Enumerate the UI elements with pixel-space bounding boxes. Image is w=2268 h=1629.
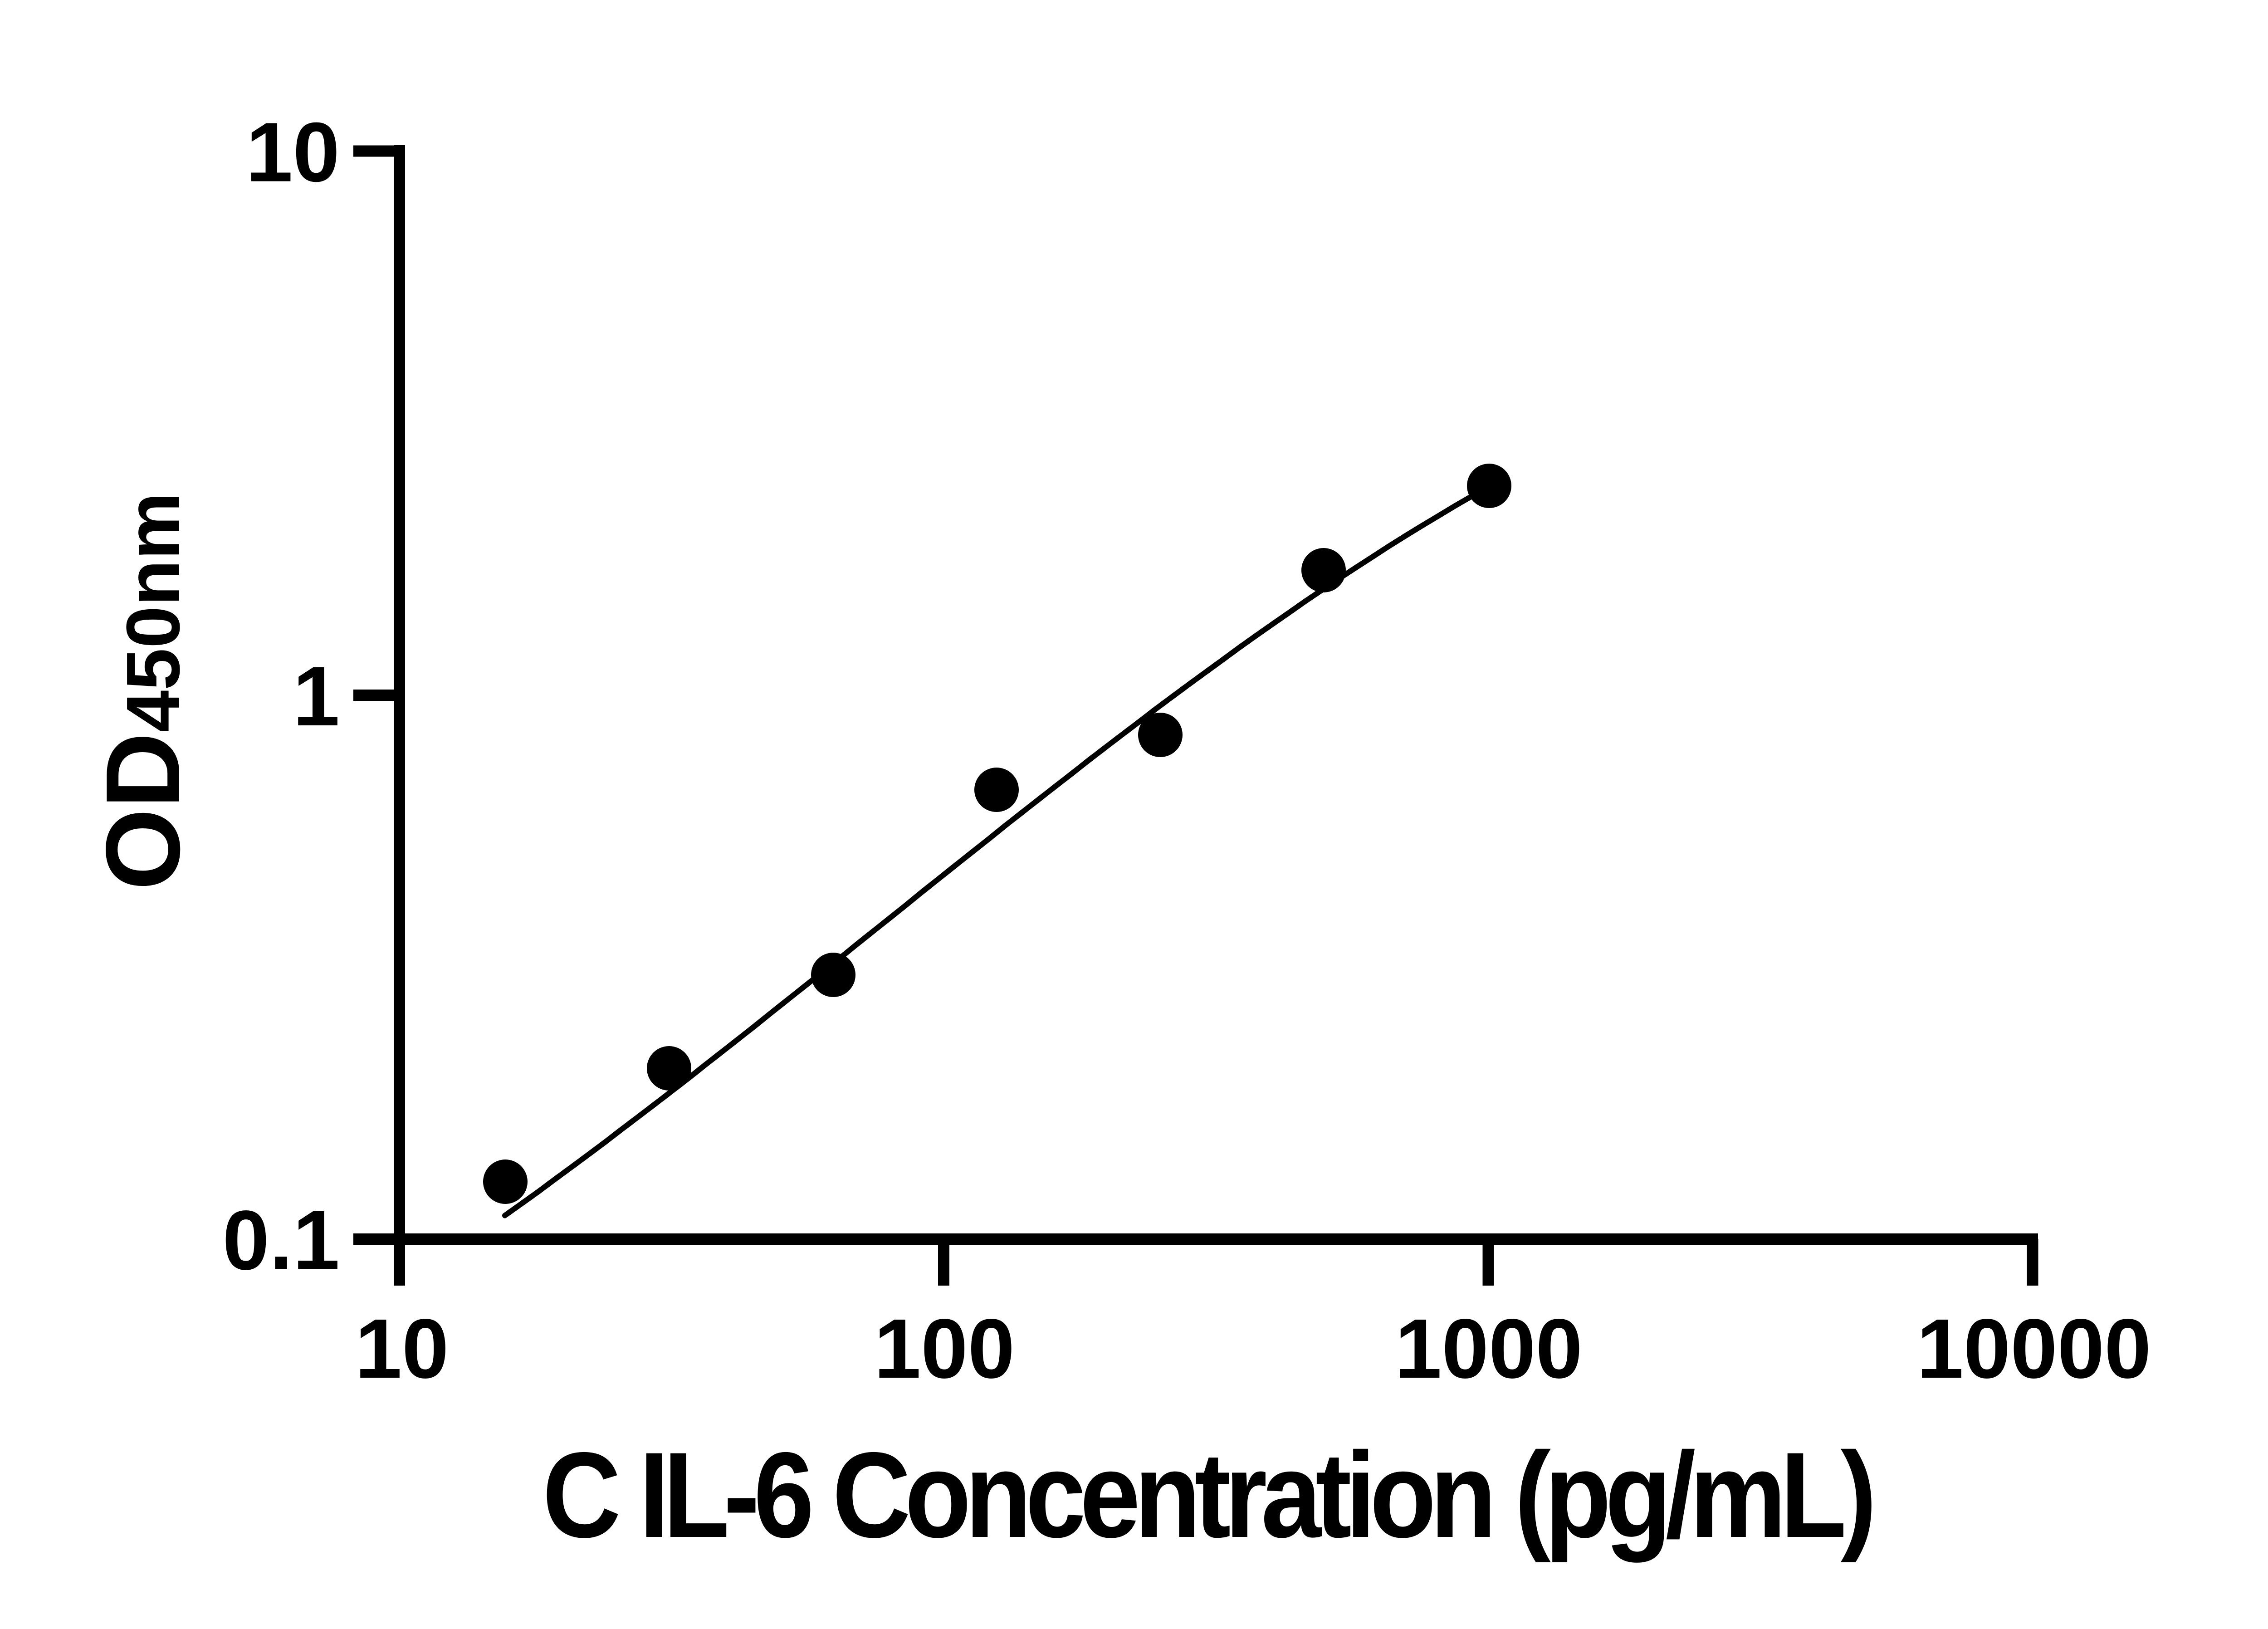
svg-text:10: 10: [246, 106, 340, 200]
svg-text:10: 10: [355, 1302, 449, 1396]
svg-text:10000: 10000: [1916, 1302, 2151, 1396]
svg-text:1000: 1000: [1395, 1302, 1583, 1396]
svg-text:1: 1: [293, 650, 340, 744]
svg-text:C IL-6 Concentration (pg/mL): C IL-6 Concentration (pg/mL): [543, 1427, 1872, 1563]
svg-text:0.1: 0.1: [222, 1194, 340, 1287]
svg-text:100: 100: [874, 1302, 1015, 1396]
